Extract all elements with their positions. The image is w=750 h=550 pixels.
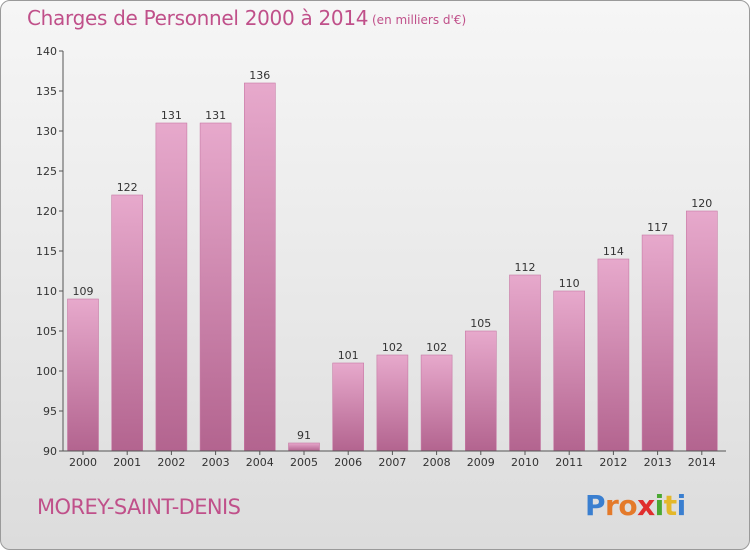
bar-2004 [244,82,276,452]
logo-letter: i [676,489,687,522]
y-tick-label-120: 120 [36,205,57,218]
proxiti-logo[interactable]: Proxiti [585,489,686,522]
value-label-2007: 102 [382,341,403,354]
y-tick-label-115: 115 [36,245,57,258]
y-tick-label-110: 110 [36,285,57,298]
x-tick-label-2000: 2000 [69,456,97,469]
value-label-2010: 112 [515,261,536,274]
bar-2008 [420,354,453,452]
value-label-2014: 120 [691,197,712,210]
value-label-2013: 117 [647,221,668,234]
value-label-2003: 131 [205,109,226,122]
bar-2002 [155,122,188,452]
y-tick-label-130: 130 [36,125,57,138]
bar-2005 [288,442,320,452]
chart-subtitle: (en milliers d'€) [372,13,467,27]
bar-2014 [685,210,718,452]
bar-2003 [199,122,232,452]
x-tick-label-2001: 2001 [113,456,141,469]
x-tick-label-2009: 2009 [467,456,495,469]
value-label-2006: 101 [338,349,359,362]
logo-letter: t [663,489,677,522]
bar-2013 [641,234,674,452]
chart-title: Charges de Personnel 2000 à 2014 [27,6,369,30]
value-label-2002: 131 [161,109,182,122]
value-label-2004: 136 [249,69,270,82]
y-tick-label-105: 105 [36,325,57,338]
bar-2009 [464,330,497,452]
y-tick-label-125: 125 [36,165,57,178]
bar-2012 [597,258,630,452]
x-tick-label-2005: 2005 [290,456,318,469]
value-label-2001: 122 [117,181,138,194]
x-tick-label-2006: 2006 [334,456,362,469]
bar-2010 [509,274,541,452]
logo-letter: i [654,489,665,522]
value-label-2005: 91 [297,429,311,442]
logo-letter: o [618,489,638,522]
x-tick-label-2014: 2014 [688,456,716,469]
value-label-2011: 110 [559,277,580,290]
x-tick-label-2002: 2002 [157,456,185,469]
y-tick-label-95: 95 [43,405,57,418]
x-tick-label-2003: 2003 [202,456,230,469]
logo-letter: x [637,489,655,522]
value-label-2009: 105 [470,317,491,330]
y-tick-label-135: 135 [36,85,57,98]
y-tick-label-140: 140 [36,45,57,58]
value-label-2008: 102 [426,341,447,354]
bar-2006 [332,362,365,452]
bar-2000 [67,298,99,452]
x-tick-label-2008: 2008 [423,456,451,469]
y-tick-label-100: 100 [36,365,57,378]
value-label-2000: 109 [73,285,94,298]
x-tick-label-2004: 2004 [246,456,274,469]
logo-letter: r [605,489,619,522]
x-tick-label-2010: 2010 [511,456,539,469]
x-tick-label-2012: 2012 [599,456,627,469]
logo-letter: P [585,489,606,522]
city-name: MOREY-SAINT-DENIS [37,495,241,519]
bar-2007 [376,354,409,452]
y-tick-label-90: 90 [43,445,57,458]
x-tick-label-2013: 2013 [644,456,672,469]
value-label-2012: 114 [603,245,624,258]
bar-2011 [553,290,586,452]
x-tick-label-2007: 2007 [378,456,406,469]
x-tick-label-2011: 2011 [555,456,583,469]
bar-2001 [111,194,143,452]
